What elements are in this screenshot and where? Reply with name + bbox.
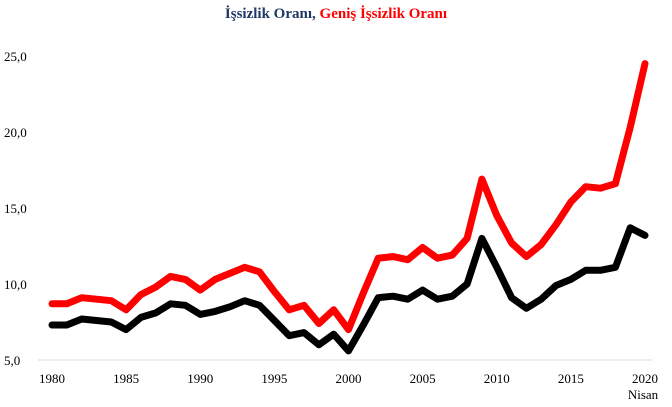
title-part-unemployment: İşsizlik Oranı: [224, 6, 313, 22]
x-tick-label: 2000: [336, 371, 362, 386]
chart-title: İşsizlik Oranı, Geniş İşsizlik Oranı: [0, 6, 672, 23]
x-tick-sublabel: Nisan: [628, 387, 659, 402]
x-tick-label: 2005: [410, 371, 436, 386]
x-tick-label: 1985: [113, 371, 139, 386]
x-tick-label: 1990: [187, 371, 213, 386]
x-tick-label: 2010: [484, 371, 510, 386]
title-separator: ,: [312, 6, 320, 22]
x-tick-label: 2020: [632, 371, 658, 386]
title-part-broad-unemployment: Geniş İşsizlik Oranı: [319, 6, 448, 22]
y-tick-label: 10,0: [4, 277, 27, 292]
y-tick-label: 5,0: [4, 353, 20, 368]
y-tick-label: 20,0: [4, 125, 27, 140]
y-tick-label: 25,0: [4, 49, 27, 64]
x-tick-label: 1980: [39, 371, 65, 386]
x-tick-label: 2015: [558, 371, 584, 386]
x-tick-label: 1995: [261, 371, 287, 386]
y-tick-label: 15,0: [4, 201, 27, 216]
